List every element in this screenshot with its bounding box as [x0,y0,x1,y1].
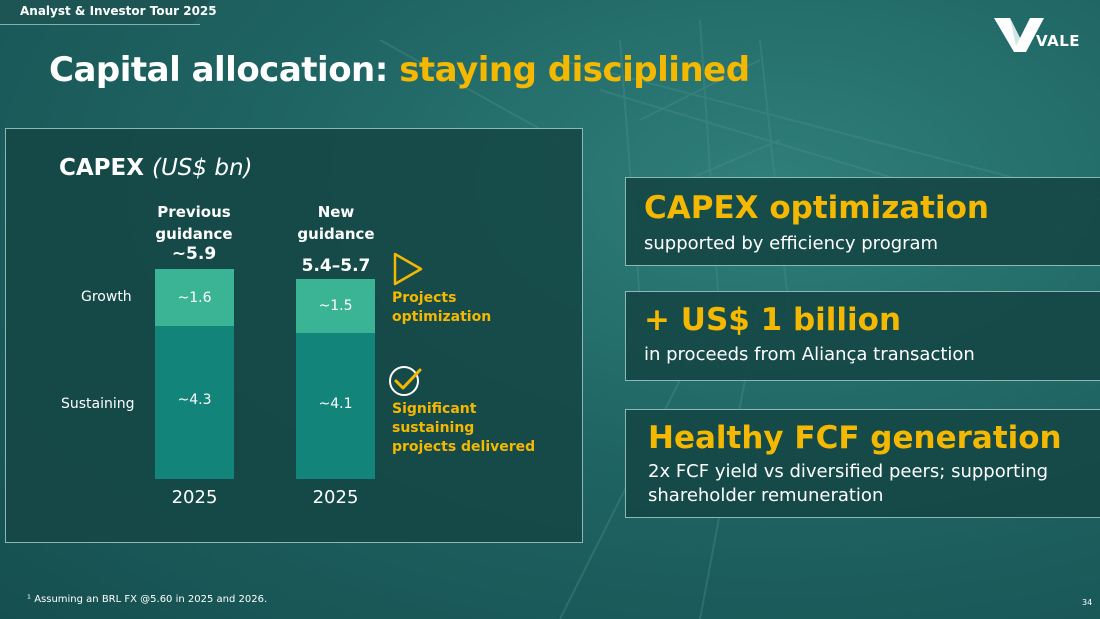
card3-subtext: 2x FCF yield vs diversified peers; suppo… [648,460,1048,508]
tour-label: Analyst & Investor Tour 2025 [20,4,217,18]
new-sustaining-segment: ~4.1 [296,333,375,479]
card3-heading: Healthy FCF generation [648,420,1062,456]
card-fcf [625,409,1100,518]
capex-panel [5,128,583,543]
note1-line1: Projects [392,290,457,306]
projects-optimization-note: Projects optimization [392,289,491,327]
previous-guidance-heading: Previous guidance [144,201,244,245]
new-guidance-total: 5.4–5.7 [301,256,371,276]
title-accent: staying disciplined [399,50,750,90]
new-year: 2025 [312,487,359,508]
card-capex-optimization [625,177,1100,266]
sustaining-row-label: Sustaining [61,396,135,412]
card2-subtext: in proceeds from Aliança transaction [644,344,975,365]
card2-heading: + US$ 1 billion [644,302,902,338]
card3-subtext-line2: shareholder remuneration [648,485,884,506]
header-tab [0,0,210,24]
title-main: Capital allocation: [49,50,400,90]
growth-row-label: Growth [81,289,132,305]
card3-subtext-line1: 2x FCF yield vs diversified peers; suppo… [648,461,1049,482]
note1-line2: optimization [392,309,492,325]
previous-sustaining-value: ~4.3 [177,392,212,408]
new-guidance-line1: New [317,203,355,221]
page-title: Capital allocation: staying disciplined [49,50,750,90]
card1-heading: CAPEX optimization [644,190,989,226]
check-circle-icon [389,366,422,396]
footnote: ¹ Assuming an BRL FX @5.60 in 2025 and 2… [27,594,268,605]
new-guidance-line2: guidance [297,225,375,243]
previous-guidance-total: ~5.9 [171,244,217,264]
card1-subtext: supported by efficiency program [644,233,939,254]
new-growth-segment: ~1.5 [296,279,375,333]
play-triangle-icon [393,252,423,286]
note2-line2: sustaining [392,420,475,436]
header-divider [0,24,200,25]
capex-unit: (US$ bn) [152,155,253,181]
card-proceeds [625,291,1100,381]
previous-guidance-line1: Previous [157,203,231,221]
new-guidance-heading: New guidance [286,201,386,245]
note2-line3: projects delivered [392,439,536,455]
previous-guidance-line2: guidance [155,225,233,243]
new-sustaining-value: ~4.1 [318,396,353,412]
sustaining-projects-note: Significant sustaining projects delivere… [392,400,535,457]
vale-logo-icon [994,18,1044,52]
page-number: 34 [1082,598,1093,607]
previous-sustaining-segment: ~4.3 [155,326,234,479]
capex-label: CAPEX [59,155,144,181]
brand-name: VALE [1036,32,1081,50]
previous-growth-segment: ~1.6 [155,269,234,326]
capex-heading: CAPEX (US$ bn) [59,155,253,181]
note2-line1: Significant [392,401,477,417]
previous-year: 2025 [171,487,218,508]
